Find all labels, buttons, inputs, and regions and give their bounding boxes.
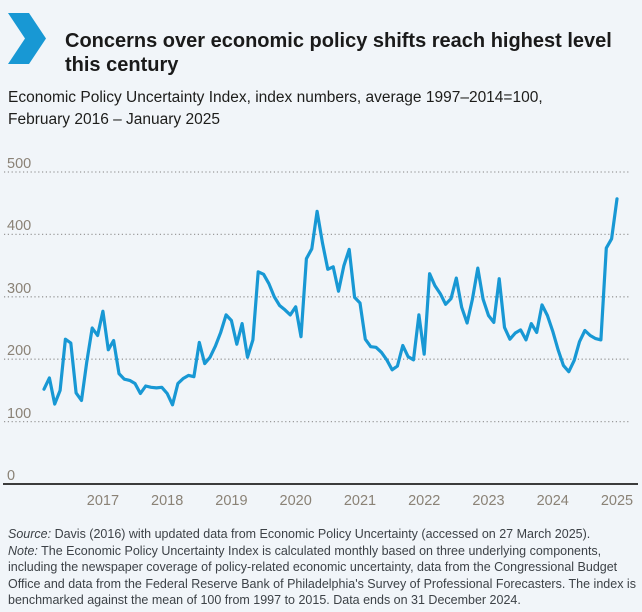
x-axis-tick-label-2022: 2022	[408, 493, 441, 509]
x-axis-tick-label-2023: 2023	[472, 493, 505, 509]
gridlines	[4, 171, 630, 423]
chart-footnotes: Source: Davis (2016) with updated data f…	[8, 526, 638, 609]
source-label: Source:	[8, 527, 52, 541]
x-axis-tick-label-2021: 2021	[343, 493, 377, 509]
y-axis-tick-label-0: 0	[7, 468, 16, 484]
epu-line-series	[42, 197, 619, 407]
x-axis-tick-label-2019: 2019	[215, 493, 248, 509]
x-axis-tick-label-2020: 2020	[279, 493, 312, 509]
note-label: Note:	[8, 543, 38, 558]
chevron-right-icon	[8, 13, 46, 64]
x-axis-tick-label-2024: 2024	[536, 493, 569, 509]
y-axis-tick-label-400: 400	[7, 218, 32, 235]
y-axis-tick-label-200: 200	[7, 343, 32, 360]
chart-subtitle: Economic Policy Uncertainty Index, index…	[8, 89, 543, 128]
y-axis-tick-label-100: 100	[7, 405, 32, 422]
page-title: Concerns over economic policy shifts rea…	[65, 30, 612, 77]
source-text: Davis (2016) with updated data from Econ…	[51, 527, 591, 541]
y-axis-tick-label-300: 300	[7, 280, 32, 297]
y-axis-tick-label-500: 500	[7, 156, 32, 172]
note-line: Note: The Economic Policy Uncertainty In…	[8, 543, 638, 609]
x-axis-tick-label-2025: 2025	[600, 493, 634, 509]
source-line: Source: Davis (2016) with updated data f…	[8, 526, 638, 543]
note-text: The Economic Policy Uncertainty Index is…	[8, 543, 636, 608]
x-axis-tick-label-2017: 2017	[86, 493, 120, 509]
x-axis-tick-label-2018: 2018	[151, 493, 184, 509]
